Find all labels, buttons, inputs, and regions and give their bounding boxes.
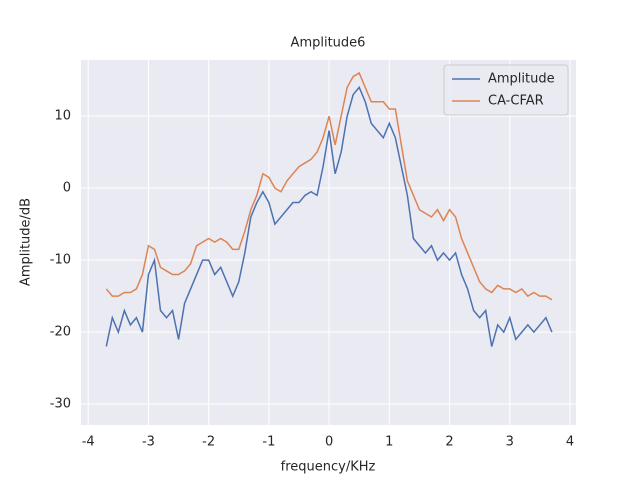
x-tick-label: 1 — [385, 435, 393, 450]
y-tick-label: -20 — [50, 325, 71, 340]
x-tick-label: 4 — [566, 435, 574, 450]
x-tick-label: -1 — [262, 435, 275, 450]
x-tick-label: 2 — [445, 435, 453, 450]
y-tick-label: -30 — [50, 397, 71, 412]
data-line — [105, 85, 553, 347]
x-tick-label: -3 — [142, 435, 155, 450]
lines — [105, 71, 553, 347]
x-tick-label: -2 — [202, 435, 215, 450]
x-tick-label: -4 — [82, 435, 95, 450]
y-tick-label: -10 — [50, 253, 71, 268]
x-axis-label: frequency/KHz — [281, 460, 376, 475]
x-tick-label: 3 — [506, 435, 514, 450]
data-line — [105, 71, 553, 301]
y-tick-label: 0 — [63, 181, 71, 196]
legend-label: Amplitude — [488, 72, 555, 87]
x-tick-label: 0 — [325, 435, 333, 450]
legend-box — [443, 64, 569, 116]
chart-title: Amplitude6 — [291, 36, 366, 51]
y-axis-label: Amplitude/dB — [19, 198, 34, 286]
legend-label: CA-CFAR — [488, 94, 544, 109]
legend: Amplitude CA-CFAR — [443, 64, 569, 116]
y-tick-label: 10 — [54, 109, 71, 124]
